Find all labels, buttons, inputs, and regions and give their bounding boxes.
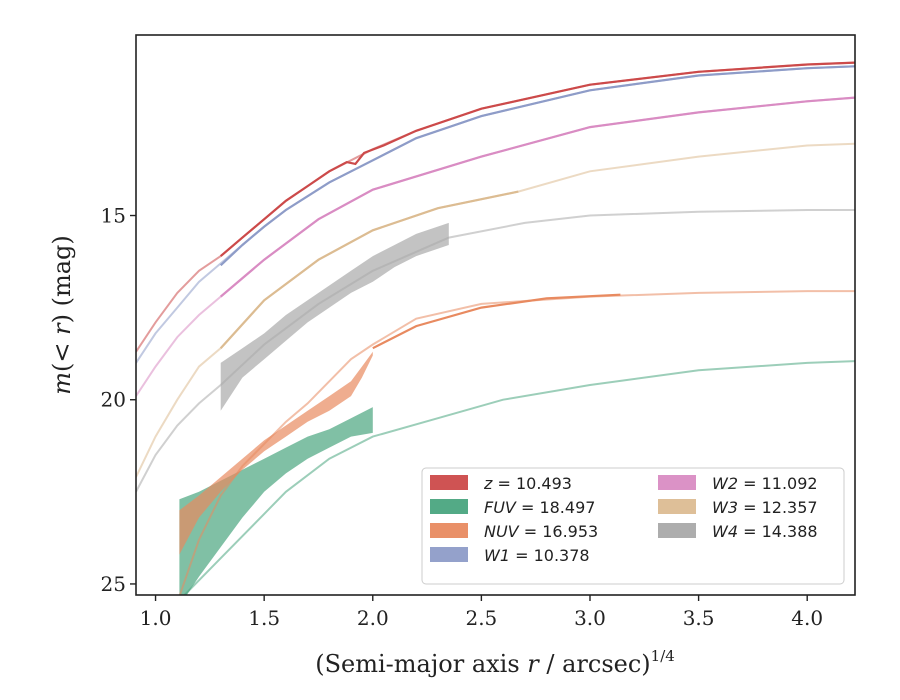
legend-value: = 12.357 bbox=[738, 498, 818, 517]
line-nuv-faint bbox=[178, 290, 855, 595]
line-w1 bbox=[219, 65, 855, 267]
y-axis-label-close: ) (mag) bbox=[48, 235, 76, 323]
plot-area bbox=[136, 61, 855, 595]
legend-var: z bbox=[483, 474, 493, 493]
legend-label-fuv: FUV = 18.497 bbox=[484, 498, 595, 517]
line-w3 bbox=[219, 190, 519, 349]
x-tick-label: 3.0 bbox=[574, 606, 606, 630]
x-tick-label: 3.5 bbox=[683, 606, 715, 630]
y-axis-label-m: m bbox=[48, 372, 76, 395]
legend-frame bbox=[421, 467, 845, 585]
y-axis-label: m(< r) (mag) bbox=[48, 235, 76, 395]
y-axis-label-lt: < bbox=[48, 335, 76, 363]
legend-label-w4: W4 = 14.388 bbox=[712, 522, 818, 541]
legend-swatch-fuv bbox=[430, 499, 468, 514]
x-axis-label-suffix: / arcsec) bbox=[539, 650, 651, 678]
band-w4 bbox=[220, 222, 449, 411]
line-w4-faint bbox=[136, 209, 855, 493]
band-nuv bbox=[179, 351, 373, 555]
legend-var: FUV bbox=[484, 498, 517, 517]
legend-label-w1: W1 = 10.378 bbox=[484, 546, 590, 565]
x-axis-label: (Semi-major axis r / arcsec)1/4 bbox=[315, 647, 675, 678]
x-tick-label: 2.0 bbox=[357, 606, 389, 630]
legend-var: W2 bbox=[712, 474, 738, 493]
legend-label-nuv: NUV = 16.953 bbox=[484, 522, 598, 541]
legend-value: = 14.388 bbox=[738, 522, 818, 541]
x-axis-label-prefix: (Semi-major axis bbox=[315, 650, 527, 678]
axis-ticks: 1.0 1.5 2.0 2.5 3.0 3.5 4.0 15 20 25 bbox=[101, 204, 824, 630]
x-tick-label: 2.5 bbox=[465, 606, 497, 630]
y-tick-label: 25 bbox=[101, 572, 126, 596]
legend-swatch-w2 bbox=[658, 475, 696, 490]
legend-swatch-w1 bbox=[430, 547, 468, 562]
legend-value: = 11.092 bbox=[738, 474, 818, 493]
legend-swatch-z bbox=[430, 475, 468, 490]
legend-value: = 10.378 bbox=[510, 546, 590, 565]
x-axis-label-exponent: 1/4 bbox=[651, 647, 675, 665]
legend-var: W1 bbox=[484, 546, 510, 565]
legend-swatch-nuv bbox=[430, 523, 468, 538]
legend-var: NUV bbox=[484, 522, 520, 541]
y-axis-label-var: r bbox=[48, 322, 76, 335]
legend-value: = 16.953 bbox=[519, 522, 599, 541]
legend-label-w3: W3 = 12.357 bbox=[712, 498, 818, 517]
legend-swatch-w4 bbox=[658, 523, 696, 538]
legend: z = 10.493 FUV = 18.497 NUV = 16.953 W1 = 1… bbox=[421, 467, 845, 585]
plot-frame bbox=[135, 34, 856, 596]
y-axis-label-open: ( bbox=[48, 363, 76, 372]
x-tick-label: 4.0 bbox=[791, 606, 823, 630]
line-z bbox=[219, 61, 855, 257]
x-tick-label: 1.0 bbox=[140, 606, 172, 630]
line-fuv-faint bbox=[183, 360, 855, 595]
line-w2 bbox=[219, 96, 855, 298]
legend-var: W3 bbox=[712, 498, 738, 517]
legend-swatch-w3 bbox=[658, 499, 696, 514]
legend-label-w2: W2 = 11.092 bbox=[712, 474, 818, 493]
x-tick-label: 1.5 bbox=[248, 606, 280, 630]
y-tick-label: 15 bbox=[101, 204, 126, 228]
legend-label-z: z = 10.493 bbox=[483, 474, 572, 493]
legend-value: = 18.497 bbox=[516, 498, 596, 517]
line-nuv bbox=[372, 293, 621, 350]
y-tick-label: 20 bbox=[101, 388, 126, 412]
legend-var: W4 bbox=[712, 522, 738, 541]
x-axis-label-var: r bbox=[527, 650, 540, 678]
legend-value: = 10.493 bbox=[492, 474, 572, 493]
